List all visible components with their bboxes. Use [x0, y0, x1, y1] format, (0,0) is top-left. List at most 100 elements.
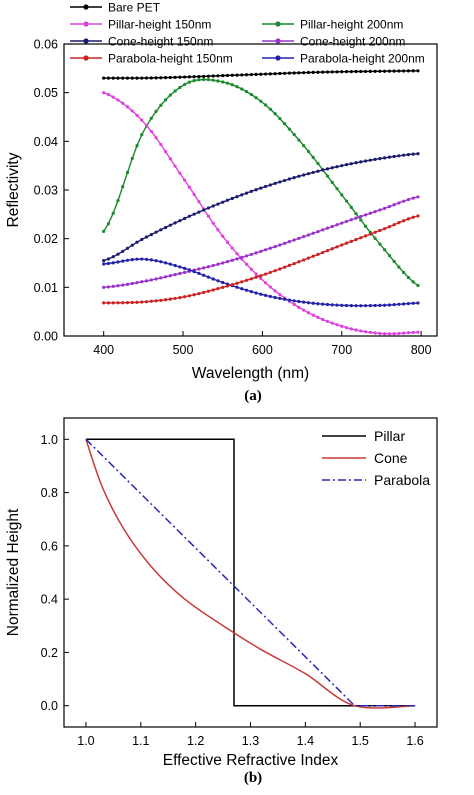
data-point: [235, 252, 239, 256]
y-tick-label: 0.06: [34, 38, 58, 52]
data-point: [311, 313, 315, 317]
data-point: [221, 261, 225, 265]
data-point: [168, 157, 172, 161]
data-point: [192, 75, 196, 79]
data-point: [135, 144, 139, 148]
data-point: [125, 246, 130, 250]
data-point: [340, 193, 344, 197]
data-point: [268, 270, 272, 275]
data-point: [178, 296, 182, 300]
data-point: [335, 70, 339, 74]
data-point: [140, 118, 144, 122]
data-point: [340, 303, 344, 307]
data-point: [297, 138, 301, 142]
data-point: [354, 69, 358, 74]
data-point: [130, 109, 134, 113]
data-point: [330, 224, 334, 229]
data-point: [159, 76, 163, 80]
data-point: [135, 257, 139, 261]
data-point: [268, 294, 272, 299]
data-point: [330, 321, 334, 325]
legend-marker: [83, 38, 89, 44]
data-point: [221, 74, 225, 78]
data-point: [130, 300, 134, 305]
data-point: [402, 219, 406, 223]
legend-label: Bare PET: [108, 1, 161, 15]
series-parabola: [85, 438, 416, 707]
data-point: [302, 144, 306, 148]
data-point: [192, 293, 196, 297]
data-point: [187, 294, 191, 298]
data-point: [149, 299, 153, 303]
x-tick-label: 1.1: [132, 734, 149, 748]
data-point: [325, 174, 330, 178]
x-tick-label: 1.6: [406, 734, 423, 748]
y-tick-label: 0.02: [34, 232, 58, 246]
data-point: [244, 278, 249, 282]
data-point: [178, 271, 182, 276]
data-point: [297, 299, 301, 304]
data-point: [416, 214, 420, 218]
data-point: [154, 299, 158, 303]
data-point: [416, 69, 420, 73]
data-point: [292, 302, 296, 307]
data-point: [330, 247, 334, 251]
data-point: [316, 252, 320, 256]
data-point: [397, 221, 401, 225]
data-point: [135, 281, 139, 285]
data-point: [254, 272, 258, 276]
data-point: [211, 78, 215, 82]
data-point: [278, 243, 282, 247]
data-point: [416, 301, 420, 305]
data-point: [411, 280, 415, 284]
data-point: [325, 226, 330, 230]
data-point: [387, 225, 391, 229]
data-point: [183, 75, 187, 79]
data-point: [268, 246, 272, 250]
data-point: [173, 296, 177, 301]
data-point: [211, 263, 215, 268]
data-point: [111, 261, 115, 265]
legend-marker: [83, 55, 89, 61]
data-point: [254, 251, 258, 255]
data-point: [316, 161, 320, 166]
legend-marker: [275, 21, 281, 27]
series-cone-height-200nm: [102, 195, 420, 289]
data-point: [187, 268, 191, 272]
data-point: [297, 71, 301, 75]
data-point: [259, 72, 263, 76]
data-point: [102, 91, 106, 95]
data-point: [206, 74, 211, 78]
data-point: [349, 162, 353, 166]
data-point: [154, 76, 158, 80]
data-point: [192, 212, 196, 216]
data-point: [268, 183, 272, 187]
data-point: [149, 76, 153, 80]
data-point: [354, 237, 358, 242]
data-point: [102, 262, 106, 266]
data-point: [330, 166, 334, 170]
y-axis-label: Reflectivity: [5, 152, 22, 227]
data-point: [321, 250, 325, 255]
data-point: [216, 79, 220, 83]
data-point: [335, 165, 339, 169]
data-point: [135, 113, 139, 117]
data-point: [302, 300, 306, 304]
data-point: [406, 153, 411, 157]
data-point: [216, 228, 220, 232]
data-point: [225, 260, 230, 264]
legend-label: Parabola-height 150nm: [108, 52, 233, 66]
data-point: [368, 158, 372, 162]
data-point: [383, 69, 387, 73]
data-point: [344, 241, 349, 245]
legend-entry: Parabola-height 200nm: [262, 52, 425, 66]
x-tick-label: 1.2: [187, 734, 204, 748]
data-point: [402, 153, 406, 157]
data-point: [149, 278, 153, 282]
data-point: [406, 197, 411, 202]
data-point: [230, 246, 234, 250]
data-point: [173, 263, 177, 268]
data-point: [230, 83, 234, 87]
legend-label: Pillar: [374, 428, 405, 444]
data-point: [363, 234, 368, 238]
